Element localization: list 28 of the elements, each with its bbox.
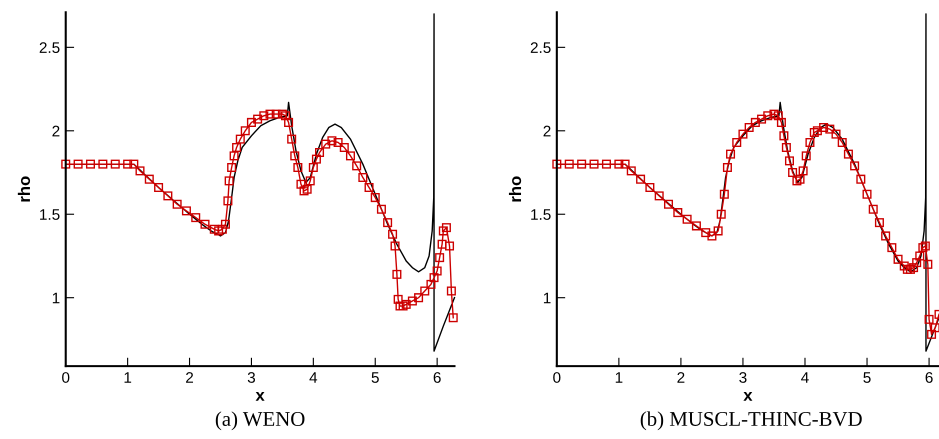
x-tick-label: 1 bbox=[616, 372, 622, 383]
x-tick-label: 1 bbox=[124, 372, 132, 383]
y-axis-title: rho bbox=[508, 176, 522, 202]
y-tick-label: 2.5 bbox=[40, 42, 60, 54]
y-tick-label: 1.5 bbox=[40, 209, 60, 220]
y-tick-label: 2 bbox=[52, 126, 60, 136]
x-tick-label: 0 bbox=[553, 372, 560, 383]
x-tick-label: 0 bbox=[62, 372, 70, 383]
x-tick-label: 4 bbox=[801, 372, 809, 383]
text: (a) WENO bbox=[216, 411, 304, 430]
x-tick-label: 3 bbox=[248, 372, 256, 383]
x-tick-label: 4 bbox=[309, 372, 318, 383]
y-tick-label: 2 bbox=[544, 126, 551, 136]
y-tick-label: 2.5 bbox=[530, 42, 551, 54]
x-tick-label: 5 bbox=[863, 372, 871, 383]
y-tick-label: 1 bbox=[544, 292, 551, 304]
x-tick-label: 6 bbox=[926, 372, 933, 383]
x-tick-label: 5 bbox=[372, 372, 379, 383]
y-tick-label: 1 bbox=[52, 292, 60, 304]
x-tick-label: 6 bbox=[434, 372, 441, 383]
x-axis-title: x bbox=[256, 392, 265, 401]
x-axis-title: x bbox=[743, 392, 752, 401]
x-tick-label: 2 bbox=[186, 372, 194, 383]
x-tick-label: 2 bbox=[677, 372, 684, 383]
x-tick-label: 3 bbox=[739, 372, 747, 383]
y-axis-title: rho bbox=[18, 176, 30, 202]
y-tick-label: 1.5 bbox=[531, 209, 551, 220]
text: (b) MUSCL-THINC-BVD bbox=[640, 411, 862, 430]
